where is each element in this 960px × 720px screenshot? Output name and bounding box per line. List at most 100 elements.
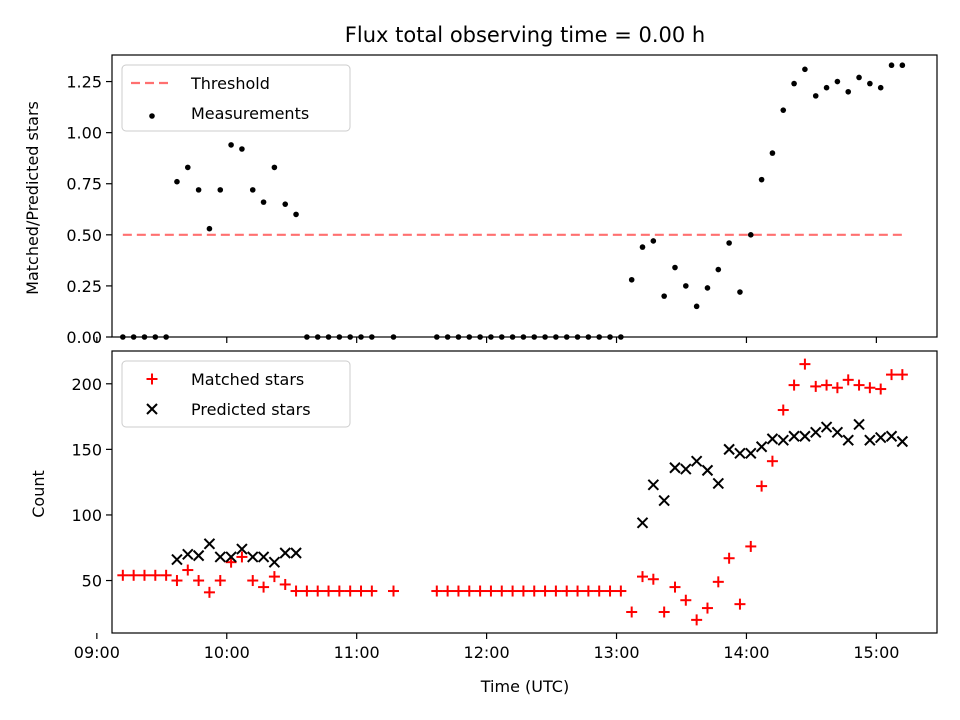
predicted-stars-point [636, 517, 649, 529]
predicted-stars-point-b [647, 479, 660, 491]
measurements-point [184, 164, 191, 171]
predicted-stars-point-b [669, 462, 681, 474]
predicted-stars-point [647, 479, 660, 491]
matched-stars-point [604, 585, 616, 597]
matched-stars-point [149, 569, 161, 581]
predicted-stars-point-b [766, 433, 779, 445]
matched-stars-point [474, 585, 486, 597]
y-tick-label: 150 [71, 440, 102, 459]
matched-stars-point [701, 602, 713, 614]
predicted-stars-point-b [257, 551, 270, 563]
matched-stars-point [669, 581, 681, 593]
predicted-stars-point [236, 543, 248, 555]
predicted-stars-point [896, 435, 909, 448]
measurements-point [217, 187, 224, 193]
axes-frame [111, 54, 938, 338]
measurements-point [704, 285, 711, 291]
matched-stars-point [193, 575, 205, 587]
y-tick-label: 0.25 [66, 277, 102, 296]
x-tick-label: 14:00 [723, 643, 769, 662]
matched-stars-point [442, 585, 454, 597]
matched-stars-point [626, 606, 638, 618]
measurements-point [239, 146, 245, 152]
predicted-stars-point-b [885, 430, 898, 442]
predicted-stars-point-b [820, 421, 833, 433]
matched-stars-point [864, 382, 876, 394]
predicted-stars-point [203, 538, 216, 550]
x-tick-label: 15:00 [853, 643, 899, 662]
measurements-point [628, 276, 635, 283]
matched-stars-point [745, 540, 757, 552]
matched-stars-point [301, 585, 313, 597]
predicted-stars-point-b [182, 548, 194, 561]
predicted-stars-point [788, 430, 800, 442]
y-tick-label: 200 [71, 375, 102, 394]
matched-stars-point [582, 585, 594, 597]
matched-stars-point [637, 571, 649, 583]
measurements-point [282, 201, 289, 207]
top-y-axis-label: Matched/Predicted stars [23, 101, 42, 295]
predicted-stars-point [279, 547, 291, 559]
measurements-point [661, 293, 667, 299]
measurements-point [802, 66, 808, 73]
predicted-stars-point [745, 447, 757, 460]
matched-stars-point [268, 571, 280, 583]
measurements-point [639, 244, 646, 250]
matched-stars-point [593, 585, 605, 597]
measurements-point [693, 303, 700, 310]
x-tick-label: 10:00 [204, 643, 250, 662]
top-chart-title: Flux total observing time = 0.00 h [345, 23, 705, 47]
predicted-stars-point-b [734, 447, 746, 460]
measurements-point [650, 238, 657, 244]
matched-stars-point [258, 581, 270, 593]
predicted-stars-point-b [831, 426, 844, 439]
measurements-point [228, 142, 234, 148]
predicted-stars-point [712, 477, 725, 490]
matched-stars-point [138, 569, 150, 581]
matched-stars-point [615, 585, 627, 597]
predicted-stars-point-b [896, 435, 909, 448]
legend-measurements-marker [149, 113, 155, 119]
matched-stars-point [550, 585, 562, 597]
legend-threshold-label: Threshold [190, 74, 270, 93]
predicted-stars-point-b [192, 549, 205, 562]
predicted-stars-point-b [214, 551, 226, 563]
measurements-point [293, 211, 299, 218]
predicted-stars-point-b [203, 538, 216, 550]
predicted-stars-point-b [853, 418, 865, 431]
matched-stars-point [128, 569, 140, 581]
matched-stars-point [279, 578, 291, 590]
predicted-stars-point-b [723, 443, 735, 456]
predicted-stars-point [171, 553, 183, 566]
y-tick-label: 0.50 [66, 226, 102, 245]
y-tick-label: 1.25 [66, 73, 102, 92]
matched-stars-point [766, 455, 778, 467]
y-tick-label: 100 [71, 506, 102, 525]
predicted-stars-point [799, 430, 811, 442]
measurements-point [260, 199, 267, 205]
predicted-stars-point-b [712, 477, 725, 490]
x-tick-label: 09:00 [74, 643, 120, 662]
matched-stars-point [734, 598, 746, 610]
matched-stars-point [842, 374, 854, 386]
measurements-point [715, 266, 722, 273]
matched-stars-point [517, 585, 529, 597]
measurements-point [856, 74, 862, 81]
predicted-stars-point-b [268, 556, 281, 568]
matched-stars-point [821, 379, 833, 391]
measurements-point [758, 176, 765, 183]
predicted-stars-point-b [799, 430, 811, 442]
predicted-stars-point [734, 447, 746, 460]
y-tick-label: 1.00 [66, 124, 102, 143]
matched-stars-point [831, 382, 843, 394]
legend-matched-stars-label: Matched stars [191, 370, 304, 389]
matched-stars-point [777, 404, 789, 416]
matched-stars-point [572, 585, 584, 597]
y-tick-label: 0.75 [66, 175, 102, 194]
x-axis-label: Time (UTC) [480, 677, 569, 696]
predicted-stars-point-b [745, 447, 757, 460]
predicted-stars-point [874, 431, 887, 444]
matched-stars-point [691, 614, 703, 626]
matched-stars-point [528, 585, 540, 597]
matched-stars-point [333, 585, 345, 597]
